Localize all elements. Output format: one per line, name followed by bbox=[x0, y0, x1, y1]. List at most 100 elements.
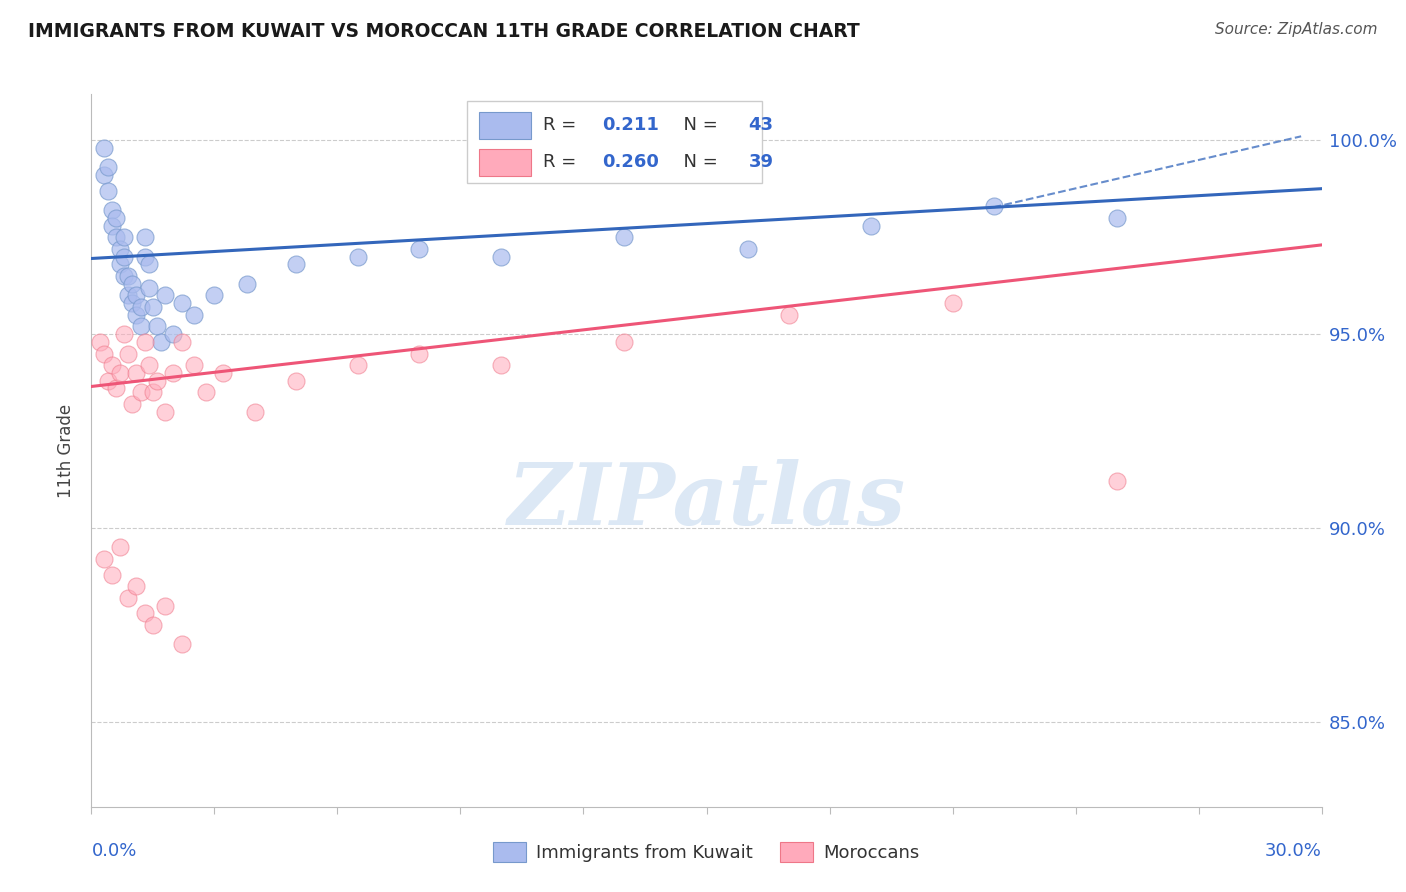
Point bbox=[150, 334, 173, 349]
Text: 39: 39 bbox=[748, 153, 773, 171]
Point bbox=[613, 230, 636, 244]
Point bbox=[347, 358, 370, 372]
Point bbox=[146, 319, 169, 334]
FancyBboxPatch shape bbox=[467, 101, 762, 183]
Point bbox=[170, 637, 193, 651]
Point bbox=[737, 242, 759, 256]
Point bbox=[105, 230, 127, 244]
Point bbox=[778, 308, 800, 322]
Point bbox=[105, 381, 127, 395]
Y-axis label: 11th Grade: 11th Grade bbox=[58, 403, 76, 498]
Point bbox=[108, 242, 131, 256]
Point bbox=[117, 288, 139, 302]
Point bbox=[153, 288, 177, 302]
Point bbox=[121, 296, 143, 310]
Point bbox=[112, 268, 135, 283]
Point bbox=[942, 296, 965, 310]
Point bbox=[983, 199, 1005, 213]
Point bbox=[285, 257, 308, 271]
Point bbox=[121, 397, 143, 411]
Point bbox=[1105, 211, 1128, 225]
Text: ZIPatlas: ZIPatlas bbox=[508, 458, 905, 542]
Text: Source: ZipAtlas.com: Source: ZipAtlas.com bbox=[1215, 22, 1378, 37]
FancyBboxPatch shape bbox=[479, 149, 530, 176]
Point bbox=[162, 327, 184, 342]
Point bbox=[613, 334, 636, 349]
Point bbox=[101, 202, 124, 217]
Point bbox=[142, 300, 165, 314]
Point bbox=[125, 308, 148, 322]
Point bbox=[183, 358, 205, 372]
Point bbox=[202, 288, 225, 302]
Point bbox=[245, 405, 267, 419]
Point bbox=[408, 346, 430, 360]
Point bbox=[347, 250, 370, 264]
Point bbox=[146, 374, 169, 388]
Point bbox=[101, 567, 124, 582]
Point bbox=[93, 141, 115, 155]
Point bbox=[129, 319, 152, 334]
Point bbox=[236, 277, 259, 291]
Point bbox=[93, 168, 115, 182]
Legend: Immigrants from Kuwait, Moroccans: Immigrants from Kuwait, Moroccans bbox=[486, 834, 927, 870]
Point bbox=[108, 541, 131, 555]
Point bbox=[134, 230, 156, 244]
Point bbox=[138, 358, 160, 372]
FancyBboxPatch shape bbox=[479, 112, 530, 138]
Point bbox=[117, 591, 139, 605]
Point bbox=[491, 250, 513, 264]
Point bbox=[142, 385, 165, 400]
Point bbox=[285, 374, 308, 388]
Point bbox=[105, 211, 127, 225]
Point bbox=[121, 277, 143, 291]
Point bbox=[134, 250, 156, 264]
Point bbox=[112, 230, 135, 244]
Point bbox=[97, 161, 120, 175]
Point bbox=[93, 552, 115, 566]
Text: N =: N = bbox=[672, 116, 724, 134]
Point bbox=[211, 366, 233, 380]
Point bbox=[108, 366, 131, 380]
Point bbox=[153, 405, 177, 419]
Point bbox=[101, 358, 124, 372]
Point bbox=[138, 280, 160, 294]
Point bbox=[162, 366, 184, 380]
Text: 0.0%: 0.0% bbox=[91, 842, 136, 860]
Point bbox=[89, 334, 111, 349]
Text: 0.260: 0.260 bbox=[602, 153, 659, 171]
Point bbox=[125, 366, 148, 380]
Text: R =: R = bbox=[543, 153, 582, 171]
Point bbox=[195, 385, 218, 400]
Point bbox=[859, 219, 882, 233]
Point bbox=[108, 257, 131, 271]
Point bbox=[142, 618, 165, 632]
Point bbox=[125, 288, 148, 302]
Point bbox=[93, 346, 115, 360]
Point bbox=[97, 184, 120, 198]
Text: 30.0%: 30.0% bbox=[1265, 842, 1322, 860]
Point bbox=[117, 268, 139, 283]
Text: 43: 43 bbox=[748, 116, 773, 134]
Point bbox=[129, 385, 152, 400]
Point bbox=[153, 599, 177, 613]
Point bbox=[101, 219, 124, 233]
Point bbox=[112, 327, 135, 342]
Point bbox=[408, 242, 430, 256]
Text: R =: R = bbox=[543, 116, 582, 134]
Point bbox=[491, 358, 513, 372]
Point bbox=[134, 334, 156, 349]
Text: 0.211: 0.211 bbox=[602, 116, 659, 134]
Point bbox=[125, 579, 148, 593]
Point bbox=[134, 607, 156, 621]
Point bbox=[112, 250, 135, 264]
Point bbox=[138, 257, 160, 271]
Point bbox=[183, 308, 205, 322]
Point bbox=[1105, 475, 1128, 489]
Text: N =: N = bbox=[672, 153, 724, 171]
Point bbox=[97, 374, 120, 388]
Text: IMMIGRANTS FROM KUWAIT VS MOROCCAN 11TH GRADE CORRELATION CHART: IMMIGRANTS FROM KUWAIT VS MOROCCAN 11TH … bbox=[28, 22, 860, 41]
Point bbox=[170, 334, 193, 349]
Point bbox=[129, 300, 152, 314]
Point bbox=[170, 296, 193, 310]
Point bbox=[117, 346, 139, 360]
